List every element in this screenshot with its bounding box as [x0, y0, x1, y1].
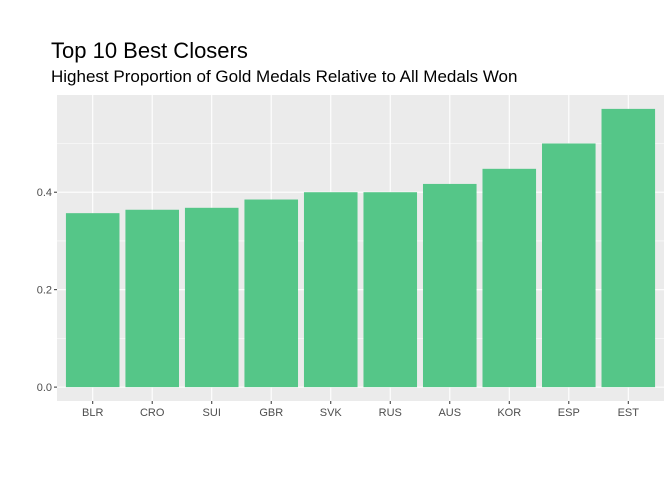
y-tick-label: 0.4 [37, 187, 52, 199]
x-tick-label-blr: BLR [82, 407, 103, 419]
y-axis: 0.0 0.2 0.4 [37, 187, 57, 394]
x-tick-label-cro: CRO [140, 407, 165, 419]
bar-cro [125, 209, 179, 388]
y-tick-label: 0.0 [37, 382, 52, 394]
bars [65, 108, 656, 388]
chart-title: Top 10 Best Closers [51, 38, 248, 63]
y-tick-label: 0.2 [37, 285, 52, 297]
bar-est [601, 108, 656, 388]
bar-esp [542, 143, 596, 388]
bar-sui [184, 207, 239, 388]
x-tick-label-svk: SVK [320, 407, 343, 419]
x-tick-label-est: EST [618, 407, 640, 419]
bar-blr [65, 213, 120, 388]
x-axis: BLR CRO SUI GBR SVK RUS AUS KOR ESP EST [82, 401, 639, 419]
bar-gbr [244, 199, 299, 388]
x-tick-label-esp: ESP [558, 407, 580, 419]
bar-kor [482, 168, 537, 388]
chart-subtitle: Highest Proportion of Gold Medals Relati… [51, 67, 518, 86]
bar-aus [422, 183, 477, 388]
x-tick-label-aus: AUS [438, 407, 461, 419]
x-tick-label-rus: RUS [379, 407, 402, 419]
x-tick-label-gbr: GBR [259, 407, 283, 419]
bar-svk [303, 192, 358, 388]
x-tick-label-sui: SUI [203, 407, 221, 419]
bar-rus [363, 192, 418, 388]
x-tick-label-kor: KOR [497, 407, 521, 419]
